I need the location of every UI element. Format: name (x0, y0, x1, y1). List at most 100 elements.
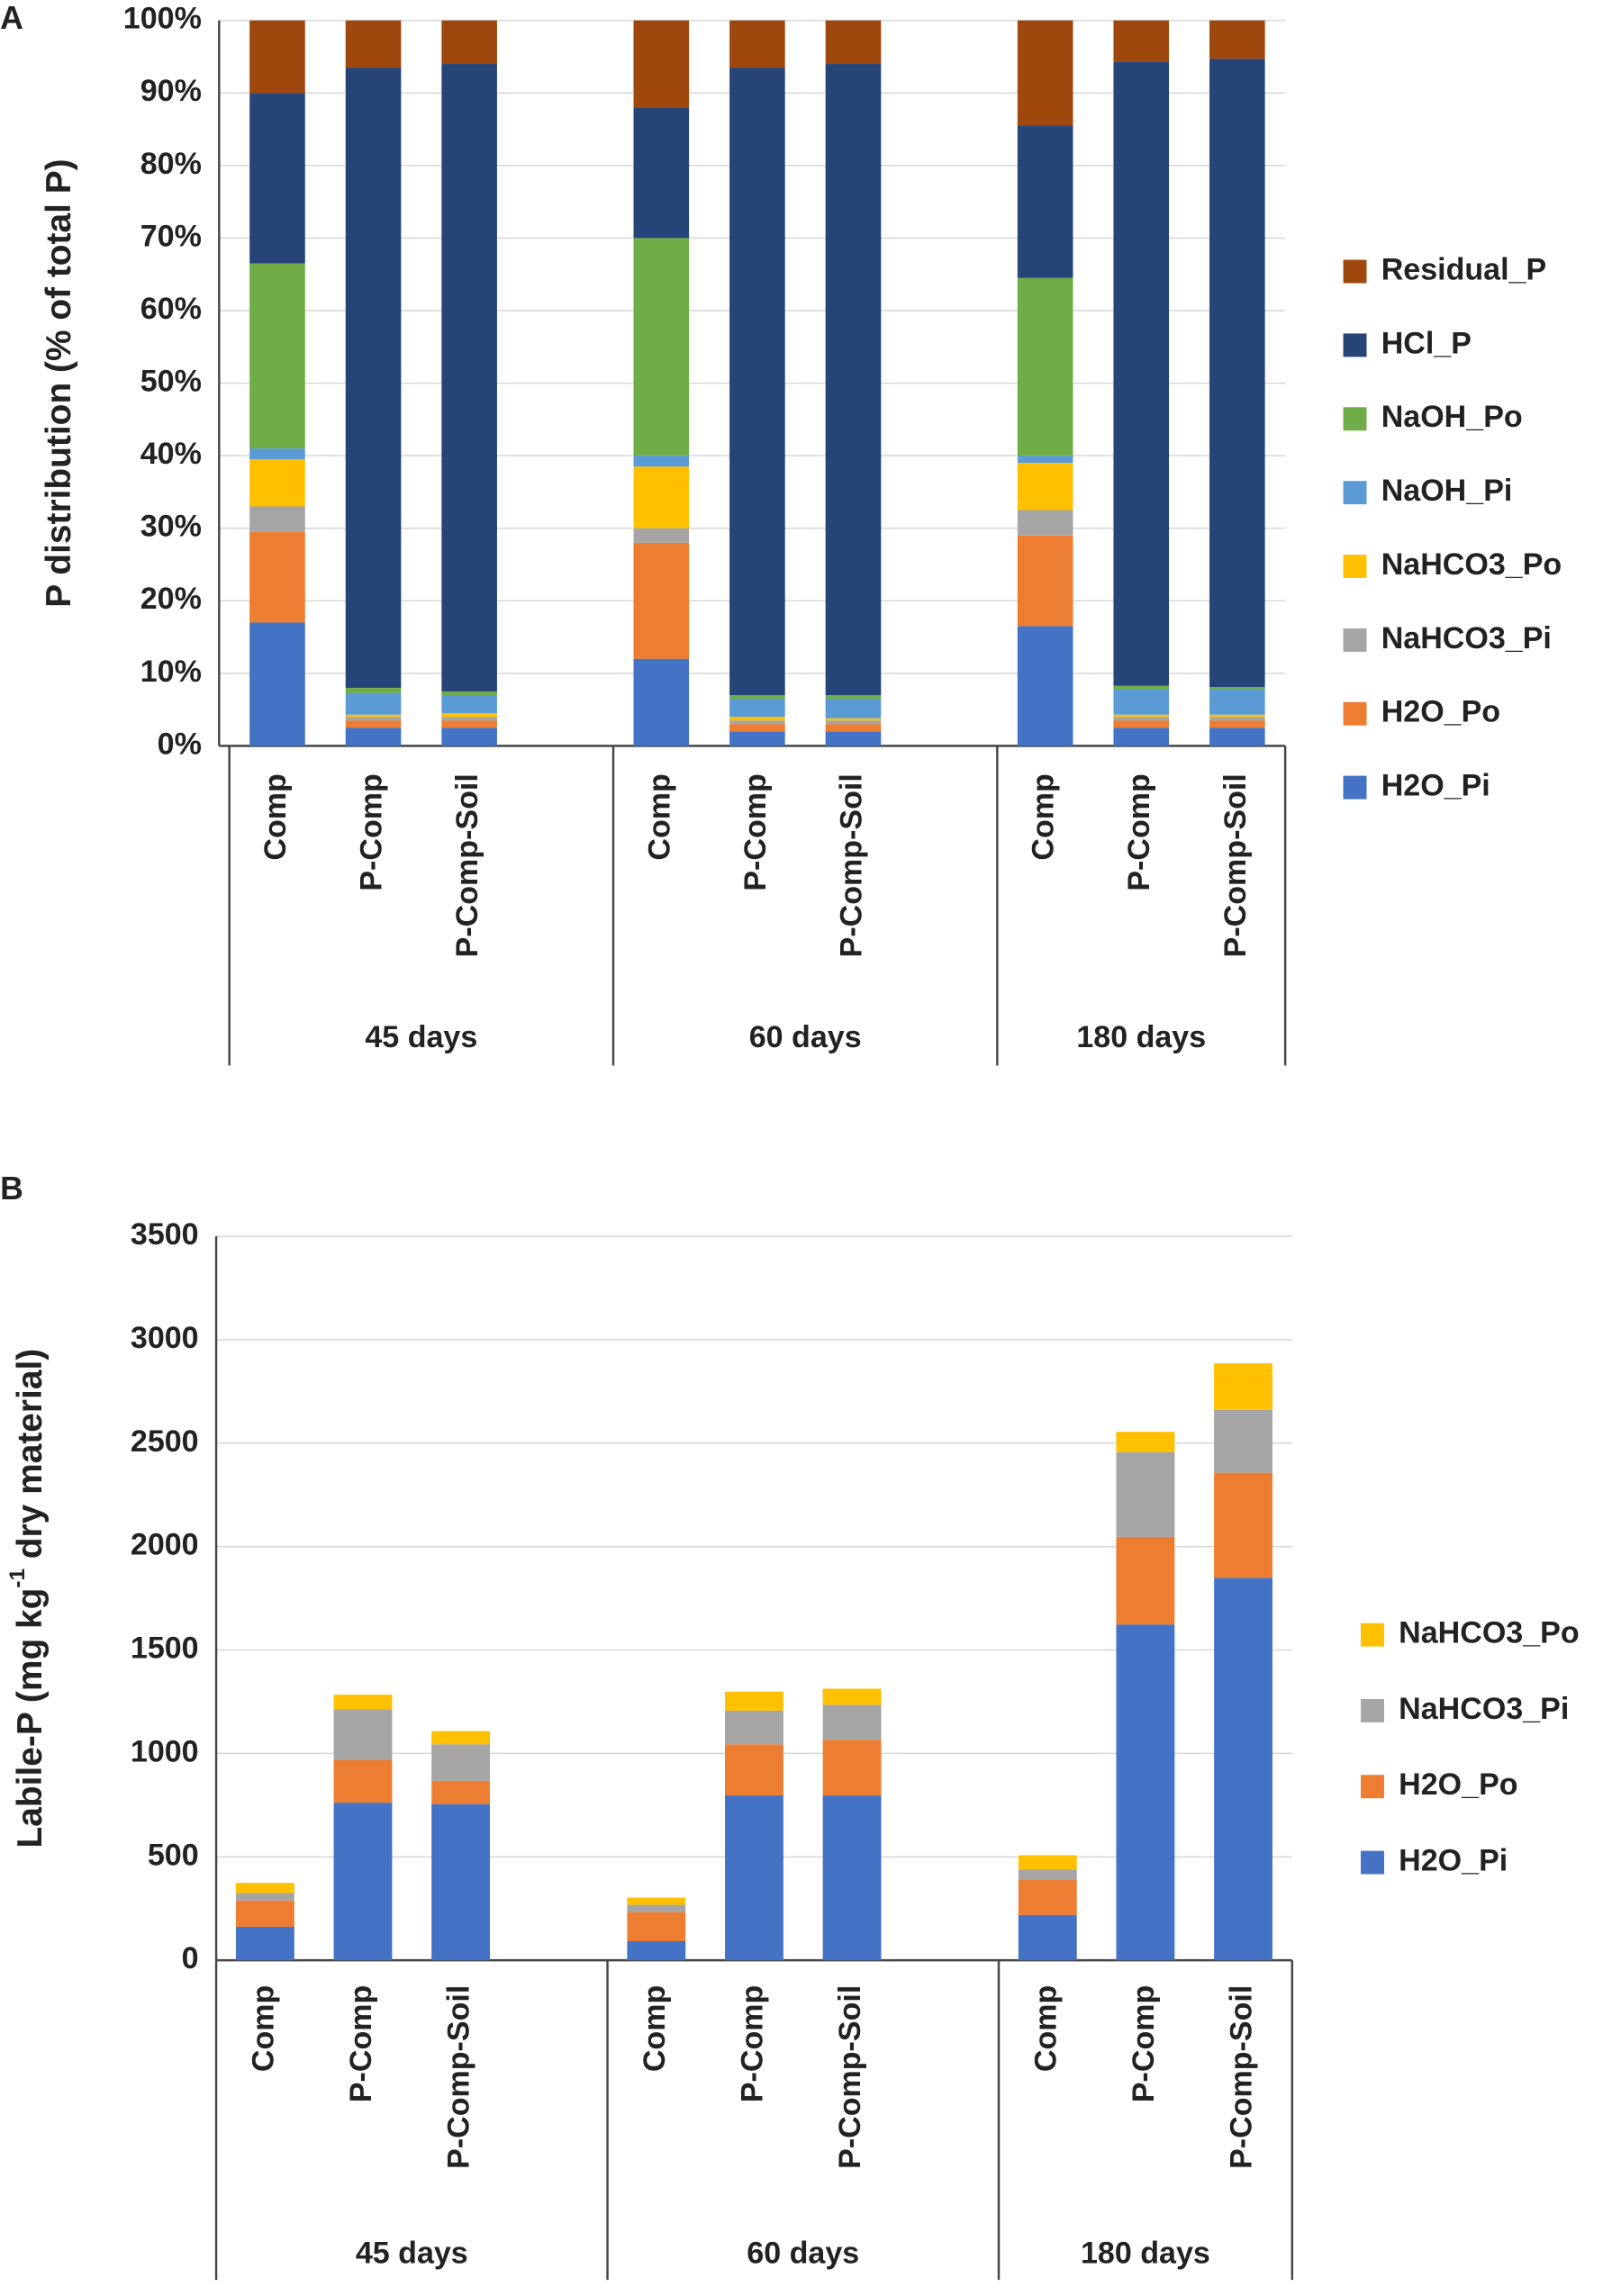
legend-label: NaHCO3_Po (1399, 1616, 1579, 1650)
bar-segment (1113, 61, 1170, 686)
x-tick-label: P-Comp-Soil (1225, 1985, 1259, 2169)
bar-segment (725, 1710, 783, 1745)
y-tick-label: 0% (158, 727, 202, 761)
bar-segment (235, 1893, 294, 1901)
bar-segment (1209, 717, 1265, 721)
y-axis-label: Labile-P (mg kg-1 dry material) (6, 1349, 50, 1849)
legend-swatch (1343, 701, 1367, 726)
y-tick-label: 2000 (131, 1528, 199, 1562)
bar-segment (1209, 687, 1265, 690)
bar-segment (1209, 689, 1265, 715)
bar-segment (345, 687, 402, 693)
bar-segment (822, 1688, 882, 1705)
bar-segment (1214, 1472, 1272, 1578)
y-tick-label: 3000 (131, 1321, 199, 1355)
bar-segment (345, 717, 402, 721)
bar-segment (333, 1759, 393, 1803)
legend-label: NaHCO3_Pi (1399, 1692, 1569, 1726)
bar-segment (825, 731, 882, 746)
bar-segment (729, 20, 785, 68)
x-tick-label: P-Comp (355, 773, 389, 890)
bar-segment (1017, 277, 1073, 456)
y-tick-label: 90% (140, 74, 202, 108)
legend-swatch (1343, 333, 1367, 357)
bar-segment (633, 20, 690, 108)
y-tick-label: 20% (140, 582, 202, 616)
legend-swatch (1343, 481, 1367, 505)
bar-segment (822, 1795, 882, 1961)
bar-segment (249, 459, 305, 507)
x-tick-label: P-Comp-Soil (442, 1985, 476, 2169)
x-tick-label: P-Comp-Soil (1218, 773, 1253, 957)
bar-segment (633, 238, 690, 456)
bar-segment (333, 1709, 393, 1760)
y-tick-label: 50% (140, 365, 202, 399)
bar-segment (345, 68, 402, 688)
bar-segment (1113, 717, 1170, 721)
legend-label: NaOH_Pi (1381, 474, 1513, 508)
bar-segment (235, 1926, 294, 1961)
bar-segment (249, 448, 305, 460)
y-axis-label-part: Labile-P (mg kg (11, 1588, 50, 1849)
bar-segment (345, 20, 402, 68)
bar-segment (249, 263, 305, 449)
y-axis-label-part: P distribution (% of total P) (41, 158, 79, 607)
bar-segment (249, 93, 305, 264)
legend-swatch (1361, 1775, 1384, 1799)
group-label: 60 days (749, 1020, 862, 1054)
bar-segment (333, 1803, 393, 1961)
bar-segment (729, 699, 785, 718)
bar-segment (235, 1883, 294, 1894)
bar-segment (1017, 456, 1073, 464)
bar-segment (1116, 1432, 1175, 1452)
y-tick-label: 40% (140, 437, 202, 471)
x-tick-label: P-Comp (1122, 773, 1156, 890)
bar-segment (627, 1941, 686, 1961)
x-tick-label: Comp (642, 773, 676, 860)
bar-segment (725, 1744, 783, 1796)
bar-segment (627, 1904, 686, 1912)
bar-segment (633, 658, 690, 746)
legend-swatch (1343, 775, 1367, 800)
legend-swatch (1361, 1623, 1384, 1647)
bar-segment (441, 694, 497, 714)
legend-label: H2O_Pi (1399, 1844, 1508, 1878)
group-label: 180 days (1076, 1020, 1206, 1054)
bar-segment (822, 1740, 882, 1796)
legend-label: H2O_Pi (1381, 769, 1490, 803)
legend-label: NaOH_Po (1381, 400, 1523, 434)
bar-segment (1209, 720, 1265, 728)
bar-segment (627, 1897, 686, 1905)
bar-segment (825, 20, 882, 65)
bar-segment (441, 720, 497, 728)
bar-segment (345, 720, 402, 728)
legend-swatch (1343, 259, 1367, 284)
x-tick-label: P-Comp (735, 1985, 769, 2102)
group-label: 45 days (365, 1020, 477, 1054)
bar-segment (1214, 1577, 1272, 1961)
bar-segment (1017, 535, 1073, 627)
bar-segment (1116, 1536, 1175, 1625)
bar-segment (627, 1912, 686, 1942)
x-tick-label: P-Comp-Soil (834, 773, 868, 957)
bar-segment (441, 717, 497, 721)
bar-segment (822, 1704, 882, 1740)
x-tick-label: P-Comp (1127, 1985, 1161, 2102)
x-tick-label: Comp (258, 773, 293, 860)
y-tick-label: 3500 (131, 1217, 199, 1252)
bar-segment (825, 724, 882, 732)
bar-segment (1113, 685, 1170, 690)
bar-segment (441, 728, 497, 746)
bar-segment (431, 1803, 491, 1961)
bar-segment (1018, 1880, 1077, 1915)
bar-segment (825, 694, 882, 700)
bar-segment (1017, 125, 1073, 278)
panel-label: A (0, 0, 23, 36)
group-label: 60 days (747, 2237, 859, 2271)
bar-segment (825, 718, 882, 721)
x-tick-label: Comp (1027, 773, 1061, 860)
bar-segment (1113, 714, 1170, 718)
x-tick-label: P-Comp-Soil (833, 1985, 867, 2169)
group-label: 180 days (1081, 2237, 1210, 2271)
bar-segment (249, 506, 305, 532)
